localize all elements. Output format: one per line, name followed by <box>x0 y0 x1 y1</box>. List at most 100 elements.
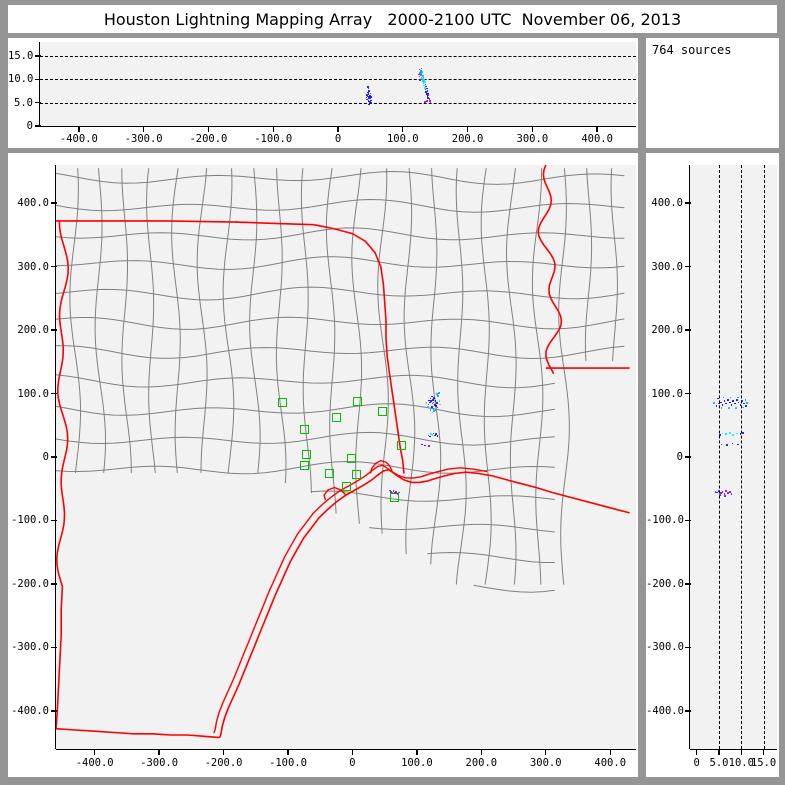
lightning-source-point <box>370 96 372 98</box>
lightning-source-point <box>736 443 739 446</box>
right-x-axis-line <box>690 749 777 751</box>
lightning-source-point <box>722 396 725 399</box>
lma-station-marker[interactable] <box>300 424 310 434</box>
lightning-source-point <box>367 100 370 102</box>
plan-view-map-panel[interactable]: 400.0 300.0 200.0 100.0 0 -100.0 -200.0 -300.0 -… <box>8 153 638 777</box>
lightning-source-point <box>719 494 721 496</box>
map-x-tick <box>287 749 289 755</box>
county-line-horizontal <box>56 170 625 185</box>
x-tick-label: 400.0 <box>581 133 613 145</box>
lma-station-marker[interactable] <box>351 470 361 480</box>
lightning-source-point <box>732 433 735 436</box>
map-x-axis-line <box>56 749 636 751</box>
lma-station-marker[interactable] <box>332 413 342 423</box>
county-line-vertical <box>430 168 442 565</box>
source-count-panel: 764 sources <box>646 38 779 148</box>
county-line-vertical <box>610 168 618 362</box>
lightning-source-point <box>422 75 424 77</box>
lightning-source-point <box>729 396 732 399</box>
lma-station-marker[interactable] <box>341 481 351 491</box>
county-line-vertical <box>558 168 570 585</box>
map-y-tick-label: 300.0 <box>17 260 49 273</box>
lightning-source-point <box>420 70 422 72</box>
gridline-vertical <box>741 165 743 749</box>
lightning-source-point <box>741 400 743 402</box>
y-tick-label: 10.0 <box>8 73 34 86</box>
lightning-source-point <box>436 402 438 404</box>
lightning-source-point <box>421 443 423 446</box>
lightning-source-point <box>422 80 424 82</box>
lightning-source-point <box>719 492 722 494</box>
lightning-source-point <box>713 402 715 404</box>
lightning-source-point <box>424 83 427 86</box>
right-y-tick-label: -400.0 <box>646 704 684 717</box>
map-y-tick <box>51 583 57 585</box>
lightning-source-point <box>437 395 439 397</box>
lightning-source-point <box>431 411 434 414</box>
lightning-source-point <box>369 92 372 95</box>
north-vs-altitude-plot-area[interactable] <box>690 165 777 749</box>
right-y-tick-label: 100.0 <box>651 387 683 400</box>
lightning-source-point <box>425 85 427 88</box>
lightning-source-point <box>438 392 440 394</box>
rio-grande-border <box>56 727 220 739</box>
lightning-source-point <box>395 491 398 493</box>
right-y-tick <box>685 329 691 331</box>
lma-station-marker[interactable] <box>278 397 288 407</box>
galveston-bay <box>369 460 394 474</box>
map-y-tick-label: -100.0 <box>11 514 49 527</box>
altitude-vs-east-panel[interactable]: 0 5.0 10.0 15.0 -400.0 -300.0 -200.0 -100.0 0 100… <box>8 38 638 148</box>
county-line-vertical <box>403 168 416 555</box>
lma-station-marker[interactable] <box>300 461 310 471</box>
lightning-source-point <box>369 97 372 100</box>
north-vs-altitude-panel[interactable]: 400.0 300.0 200.0 100.0 0 -100.0 -200.0 -300.0 -… <box>646 153 779 777</box>
lightning-source-point <box>714 491 717 493</box>
map-y-tick <box>51 329 57 331</box>
lma-station-marker[interactable] <box>378 406 388 416</box>
lightning-source-point <box>421 71 423 73</box>
altitude-vs-east-plot-area[interactable] <box>40 42 636 126</box>
y-axis-line <box>39 42 41 126</box>
lma-station-marker[interactable] <box>396 441 406 451</box>
lightning-source-point <box>427 92 429 95</box>
lightning-source-point <box>720 443 723 446</box>
x-tick <box>337 126 339 132</box>
lma-station-marker[interactable] <box>390 493 400 503</box>
lightning-source-point <box>424 86 426 89</box>
map-y-tick-label: -400.0 <box>11 704 49 717</box>
lightning-source-point <box>719 433 721 436</box>
gridline-vertical <box>719 165 720 749</box>
right-x-tick <box>740 749 742 755</box>
x-tick <box>78 126 80 132</box>
lightning-source-point <box>436 406 439 409</box>
x-tick <box>466 126 469 132</box>
lightning-source-point <box>736 396 739 399</box>
lightning-source-point <box>419 79 422 81</box>
county-line-vertical <box>531 168 544 585</box>
lightning-source-point <box>429 101 432 104</box>
county-line-horizontal <box>56 374 555 389</box>
lightning-source-point <box>730 493 733 495</box>
map-y-tick <box>51 265 57 268</box>
map-y-tick <box>51 456 57 458</box>
lightning-source-point <box>725 433 727 435</box>
x-tick <box>531 126 534 132</box>
lma-station-marker[interactable] <box>301 449 311 459</box>
lightning-source-point <box>423 79 425 82</box>
x-tick-label: 100.0 <box>386 133 419 145</box>
lightning-source-point <box>736 399 738 401</box>
lma-station-marker[interactable] <box>324 469 334 478</box>
lightning-source-point <box>435 405 438 407</box>
lightning-source-point <box>428 399 430 402</box>
lightning-source-point <box>742 432 744 434</box>
lma-station-marker[interactable] <box>347 453 357 463</box>
lma-station-marker[interactable] <box>353 396 363 406</box>
lightning-source-point <box>367 87 370 90</box>
lightning-source-point <box>432 432 435 435</box>
x-tick-label: -300.0 <box>124 133 163 145</box>
map-plot-area[interactable] <box>56 165 636 749</box>
state-border-pecos <box>56 221 70 588</box>
county-line-horizontal <box>56 431 555 446</box>
gridline-horizontal <box>40 56 636 57</box>
